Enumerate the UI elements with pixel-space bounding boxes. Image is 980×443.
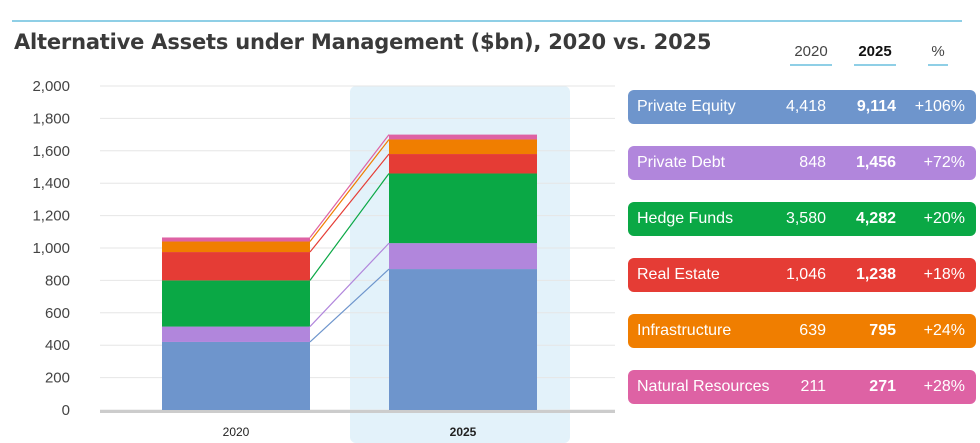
- bar-segment-2025-6: [389, 134, 537, 140]
- x-axis-baseline: [100, 410, 615, 413]
- legend-row-name: Infrastructure: [637, 322, 732, 339]
- connector-line: [309, 153, 390, 253]
- y-tick-label: 1,000: [32, 240, 70, 257]
- legend-row-real-estate: Real Estate 1,046 1,238 +18%: [628, 258, 976, 292]
- legend-row-infrastructure: Infrastructure 639 795 +24%: [628, 314, 976, 348]
- bar-segment-2025-3: [389, 173, 537, 244]
- y-tick-label: 800: [45, 272, 70, 289]
- legend-row-percent: +20%: [923, 210, 965, 227]
- legend-row-percent: +18%: [923, 266, 965, 283]
- legend-row-name: Real Estate: [637, 266, 720, 283]
- y-tick-label: 1,400: [32, 175, 70, 192]
- legend-row-value-2025: 4,282: [855, 210, 896, 227]
- legend-row-name: Hedge Funds: [637, 210, 734, 227]
- legend-row-name: Private Equity: [637, 98, 736, 115]
- y-tick-label: 600: [45, 305, 70, 322]
- bar-segment-2020-1: [162, 341, 310, 410]
- y-tick-label: 0: [62, 402, 70, 419]
- y-tick-label: 1,600: [32, 143, 70, 160]
- stacked-bar-chart: 0 200 400 600 800 1,000 1,200 1,400 1,600 1,800 2,…: [32, 78, 615, 443]
- legend-row-value-2025: 271: [869, 378, 896, 395]
- legend-row-value-2020: 4,418: [785, 98, 826, 115]
- top-divider: [12, 20, 962, 22]
- bar-segment-2020-6: [162, 237, 310, 242]
- chart-title: Alternative Assets under Management ($bn…: [14, 30, 712, 54]
- y-tick-label: 1,800: [32, 110, 70, 127]
- legend-row-name: Natural Resources: [637, 378, 770, 395]
- legend-row-percent: +24%: [923, 322, 965, 339]
- bar-segment-2020-2: [162, 326, 310, 342]
- legend-row-name: Private Debt: [637, 154, 726, 171]
- legend-row-private-equity: Private Equity 4,418 9,114 +106%: [628, 90, 976, 124]
- bar-segment-2025-5: [389, 139, 537, 155]
- y-tick-label: 200: [45, 370, 70, 387]
- y-tick-label: 400: [45, 337, 70, 354]
- bar-segment-2025-4: [389, 154, 537, 174]
- connector-line: [309, 134, 390, 238]
- legend-row-hedge-funds: Hedge Funds 3,580 4,282 +20%: [628, 202, 976, 236]
- column-header-percent: %: [928, 43, 948, 66]
- legend-row-value-2020: 848: [799, 154, 826, 171]
- legend-row-value-2020: 3,580: [785, 210, 826, 227]
- legend-row-percent: +28%: [923, 378, 965, 395]
- connector-line: [309, 173, 390, 281]
- legend-row-value-2020: 1,046: [785, 266, 826, 283]
- legend-row-value-2020: 211: [800, 378, 826, 395]
- bar-segment-2020-3: [162, 280, 310, 327]
- column-header-2025-label: 2025: [858, 43, 892, 60]
- x-tick-label: 2025: [450, 425, 477, 439]
- connector-line: [309, 139, 390, 242]
- legend-row-value-2025: 795: [869, 322, 896, 339]
- x-tick-label: 2020: [223, 425, 250, 439]
- column-header-2025: 2025: [854, 43, 896, 66]
- legend-row-value-2020: 639: [799, 322, 826, 339]
- legend-row-natural-resources: Natural Resources 211 271 +28%: [628, 370, 976, 404]
- bar-segment-2020-5: [162, 241, 310, 253]
- column-header-percent-label: %: [931, 43, 945, 60]
- legend-row-percent: +72%: [923, 154, 965, 171]
- column-header-2020-label: 2020: [794, 43, 828, 60]
- legend-row-private-debt: Private Debt 848 1,456 +72%: [628, 146, 976, 180]
- bar-segment-2020-4: [162, 252, 310, 281]
- bar-segment-2025-1: [389, 269, 537, 410]
- y-tick-label: 1,200: [32, 208, 70, 225]
- connector-line: [309, 268, 390, 343]
- legend-row-value-2025: 9,114: [856, 98, 896, 115]
- legend-row-value-2025: 1,456: [855, 154, 896, 171]
- connector-line: [309, 242, 390, 327]
- bar-segment-2025-2: [389, 243, 537, 270]
- legend-row-percent: +106%: [914, 98, 965, 115]
- y-tick-label: 2,000: [32, 78, 70, 95]
- column-header-2020: 2020: [790, 43, 832, 66]
- legend-row-value-2025: 1,238: [855, 266, 896, 283]
